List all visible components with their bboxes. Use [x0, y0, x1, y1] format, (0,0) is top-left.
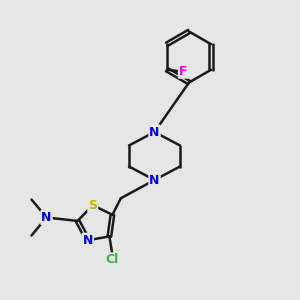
- Text: Cl: Cl: [106, 253, 119, 266]
- Text: N: N: [149, 173, 160, 187]
- Text: N: N: [149, 125, 160, 139]
- Text: N: N: [41, 211, 52, 224]
- Text: S: S: [88, 199, 97, 212]
- Text: N: N: [83, 234, 93, 247]
- Text: F: F: [179, 65, 188, 78]
